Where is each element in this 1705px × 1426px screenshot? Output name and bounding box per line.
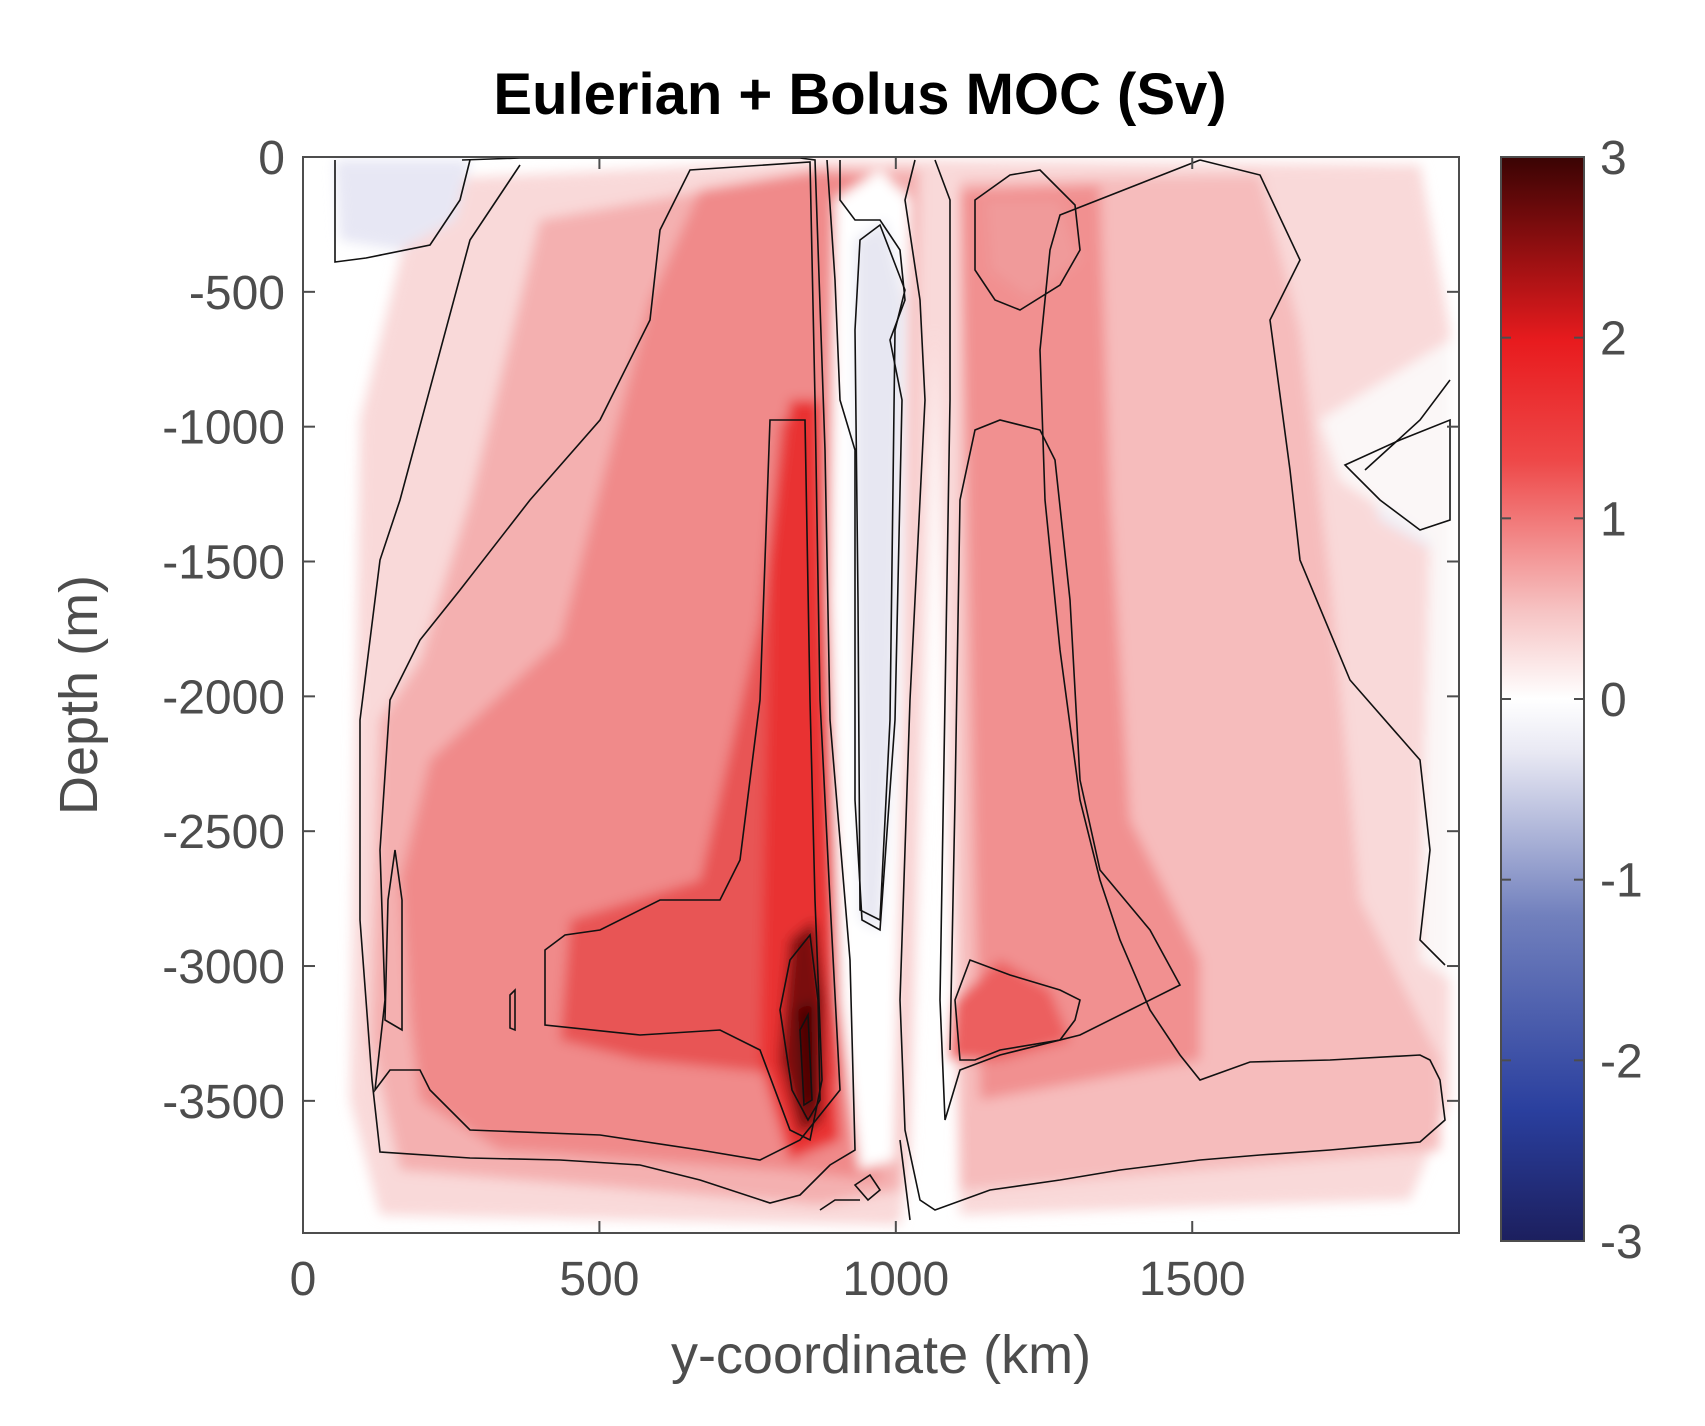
y-tick-label: -3000 (162, 941, 285, 994)
colorbar-tick-label: -1 (1600, 855, 1643, 908)
field-negative-northwest (335, 160, 470, 250)
y-tick-label: -2500 (162, 806, 285, 859)
colorbar (1500, 156, 1585, 1242)
y-tick-label: -1000 (162, 402, 285, 455)
colorbar-tick-label: 3 (1600, 132, 1627, 185)
y-tick-label: -1500 (162, 537, 285, 590)
y-tick-label: -3500 (162, 1076, 285, 1129)
y-axis-ticks: 0 -500 -1000 -1500 -2000 -2500 -3000 -3500 (162, 132, 1459, 1129)
y-tick-label: -500 (189, 267, 285, 320)
chart-title: Eulerian + Bolus MOC (Sv) (493, 62, 1226, 127)
x-tick-label: 1000 (842, 1253, 949, 1306)
colorbar-ticks: 3 2 1 0 -1 -2 -3 (1501, 132, 1643, 1269)
colorbar-tick-label: 2 (1600, 313, 1627, 366)
x-axis-label: y-coordinate (km) (671, 1325, 1091, 1385)
x-tick-label: 0 (290, 1253, 317, 1306)
x-tick-label: 1500 (1139, 1253, 1246, 1306)
colorbar-tick-label: -2 (1600, 1035, 1643, 1088)
contour-lines (334, 157, 1451, 1221)
y-tick-label: 0 (258, 132, 285, 185)
plot-area (302, 156, 1460, 1234)
colorbar-tick-label: 1 (1600, 493, 1627, 546)
x-axis-ticks: 0 500 1000 1500 (290, 157, 1246, 1306)
colorbar-tick-label: 0 (1600, 674, 1627, 727)
x-tick-label: 500 (559, 1253, 639, 1306)
y-tick-label: -2000 (162, 671, 285, 724)
y-axis-label: Depth (m) (49, 575, 109, 815)
colorbar-tick-label: -3 (1600, 1216, 1643, 1269)
moc-field (303, 157, 1459, 1233)
